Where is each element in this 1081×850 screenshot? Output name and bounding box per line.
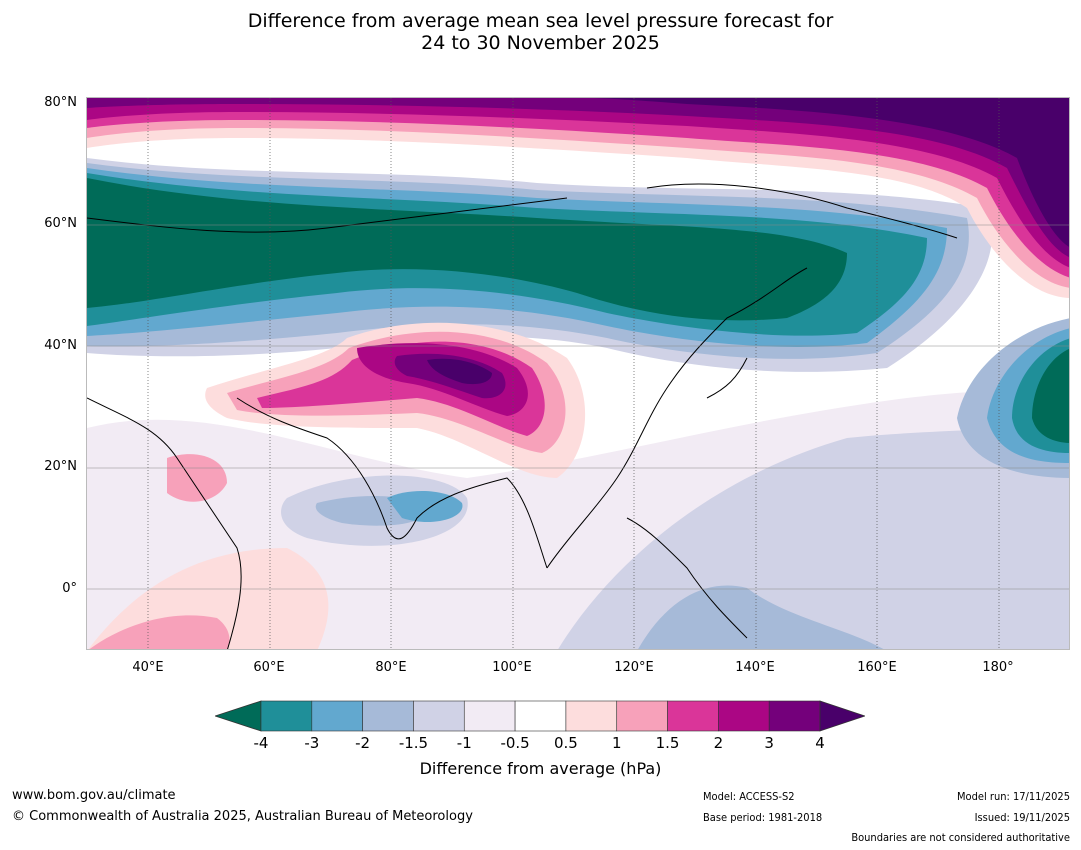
coastlines bbox=[87, 183, 958, 649]
map-svg bbox=[87, 98, 1069, 649]
pressure-anomaly-map bbox=[86, 97, 1070, 650]
contour-pos-1-sw bbox=[89, 615, 230, 649]
colorbar-tick-label: 4 bbox=[815, 734, 825, 752]
colorbar-tick-label: -1 bbox=[456, 734, 472, 752]
contour-pos-4-tibet bbox=[427, 358, 492, 385]
footer-model: Model: ACCESS-S2 bbox=[703, 790, 795, 803]
contour-neg-4-ne bbox=[1032, 349, 1069, 443]
lon-label-140e: 140°E bbox=[735, 660, 775, 675]
colorbar-label: Difference from average (hPa) bbox=[419, 759, 662, 778]
colorbar-bins bbox=[260, 700, 821, 732]
footer-issued: Issued: 19/11/2025 bbox=[974, 811, 1070, 824]
colorbar-tick-label: 3 bbox=[764, 734, 774, 752]
footer-base-period: Base period: 1981-2018 bbox=[703, 811, 823, 824]
colorbar-tick-label: 1 bbox=[611, 734, 622, 752]
coastline-maritime bbox=[626, 517, 748, 639]
footer-url[interactable]: www.bom.gov.au/climate bbox=[12, 788, 176, 803]
colorbar-tick-label: -4 bbox=[253, 734, 269, 752]
title-line-1: Difference from average mean sea level p… bbox=[247, 10, 834, 32]
graticule bbox=[87, 224, 1069, 590]
lon-label-80e: 80°E bbox=[375, 660, 407, 675]
contour-neg-4-north bbox=[87, 178, 847, 321]
coastline-japan bbox=[706, 357, 748, 399]
colorbar-bin bbox=[514, 700, 567, 732]
chart-title: Difference from average mean sea level p… bbox=[0, 10, 1081, 54]
lat-label-60n: 60°N bbox=[44, 216, 77, 231]
footer-copyright: © Commonwealth of Australia 2025, Austra… bbox=[12, 809, 473, 824]
colorbar-tick-label: 0.5 bbox=[553, 734, 578, 752]
colorbar-bin bbox=[768, 700, 821, 732]
lat-label-0: 0° bbox=[62, 581, 77, 596]
colorbar-bin bbox=[565, 700, 618, 732]
lon-label-100e: 100°E bbox=[492, 660, 532, 675]
colorbar-tick-label: 2 bbox=[713, 734, 724, 752]
colorbar-extend-min bbox=[215, 700, 262, 732]
lon-label-160e: 160°E bbox=[857, 660, 897, 675]
contour-pos-1.5-arctic bbox=[87, 98, 1069, 278]
colorbar-bin bbox=[413, 700, 465, 732]
colorbar-tick-label: -1.5 bbox=[398, 734, 429, 752]
colorbar bbox=[215, 700, 865, 732]
coastline-east-asia bbox=[546, 267, 808, 569]
contour-pos-4-arctic bbox=[587, 98, 1069, 247]
colorbar-bin bbox=[667, 700, 719, 732]
lat-label-20n: 20°N bbox=[44, 459, 77, 474]
colorbar-tick-label: 1.5 bbox=[655, 734, 680, 752]
coastline-north-pacific bbox=[646, 183, 958, 239]
coastline-africa-arabia bbox=[87, 397, 242, 649]
colorbar-bin bbox=[616, 700, 668, 732]
colorbar-bin bbox=[260, 700, 313, 732]
coastline-south-asia bbox=[236, 397, 548, 569]
title-line-2: 24 to 30 November 2025 bbox=[421, 32, 660, 54]
lat-label-40n: 40°N bbox=[44, 338, 77, 353]
lon-label-40e: 40°E bbox=[132, 660, 164, 675]
lon-label-180: 180° bbox=[982, 660, 1014, 675]
contour-neg-1.5-south bbox=[638, 585, 884, 649]
coastline-arctic bbox=[87, 197, 568, 233]
colorbar-bin bbox=[311, 700, 363, 732]
lat-label-80n: 80°N bbox=[44, 95, 77, 110]
colorbar-bin bbox=[463, 700, 516, 732]
contour-neg-1-pacific bbox=[558, 428, 1069, 649]
colorbar-tick-label: -0.5 bbox=[500, 734, 530, 752]
meridians bbox=[147, 98, 1000, 649]
colorbar-tick-label: -2 bbox=[355, 734, 371, 752]
colorbar-tick-label: -3 bbox=[304, 734, 320, 752]
colorbar-extend-max bbox=[819, 700, 865, 732]
footer-model-run: Model run: 17/11/2025 bbox=[957, 790, 1070, 803]
lon-label-120e: 120°E bbox=[614, 660, 654, 675]
lon-label-60e: 60°E bbox=[253, 660, 285, 675]
colorbar-bin bbox=[362, 700, 414, 732]
footer-boundaries-note: Boundaries are not considered authoritat… bbox=[851, 831, 1070, 844]
colorbar-bin bbox=[718, 700, 770, 732]
